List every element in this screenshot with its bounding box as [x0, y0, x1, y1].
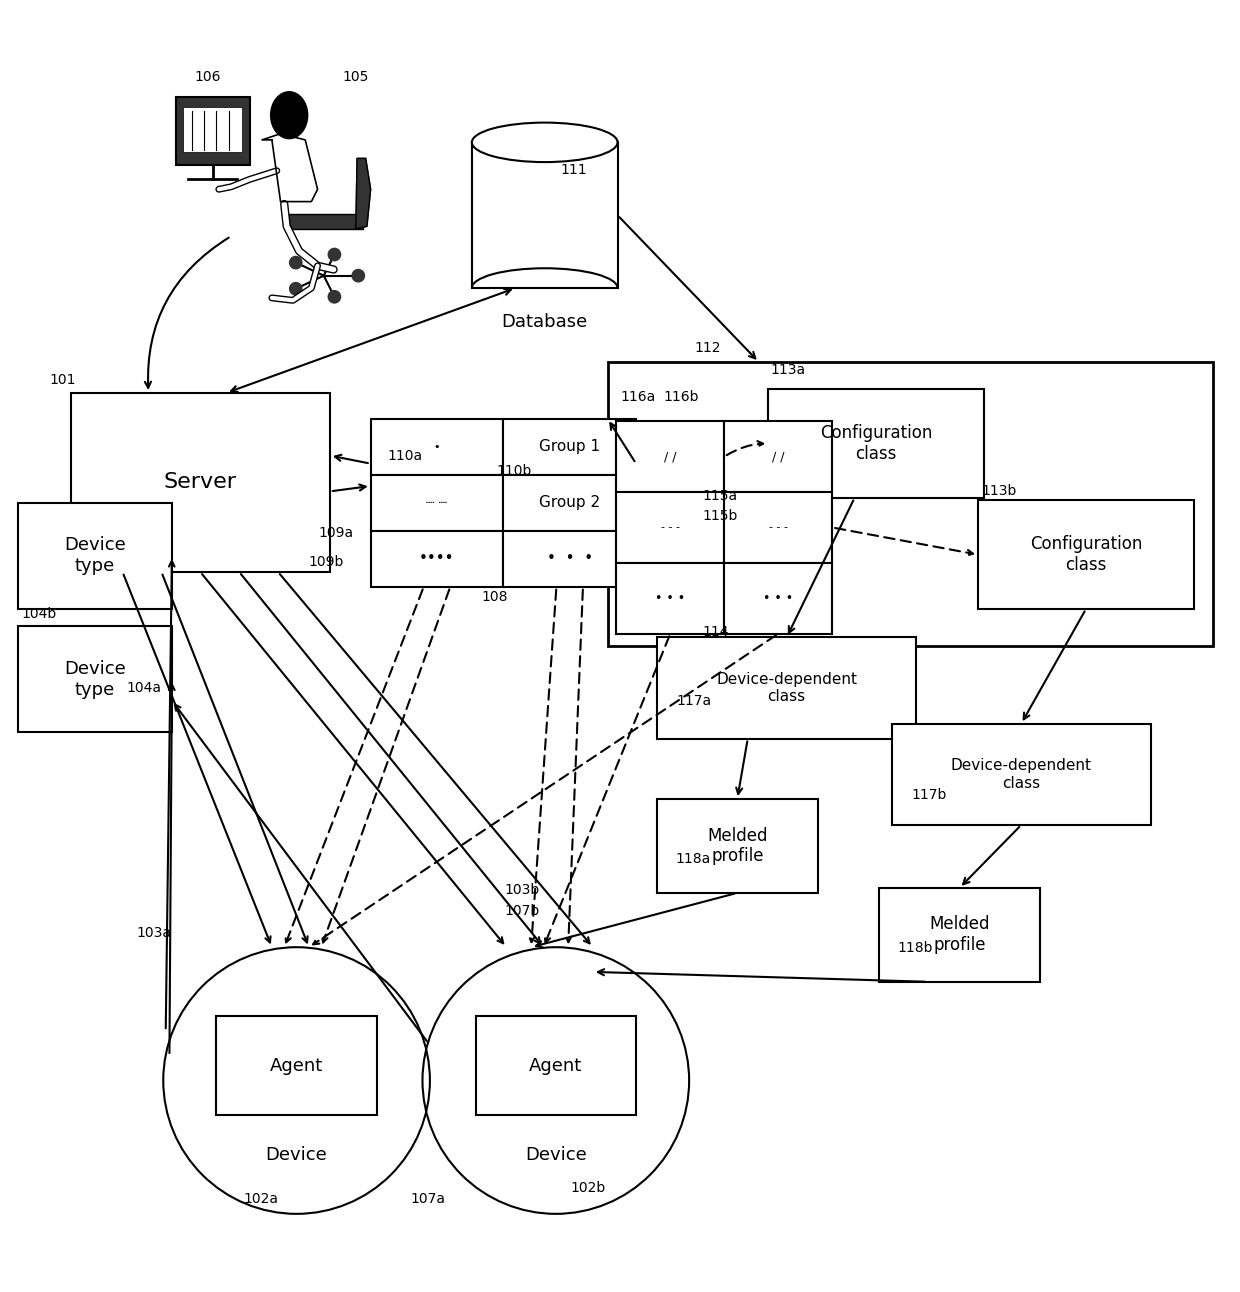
Bar [616, 421, 724, 492]
Text: 101: 101 [50, 373, 76, 386]
Text: 102a: 102a [243, 1193, 279, 1207]
Text: Database: Database [501, 313, 588, 331]
Text: 104b: 104b [21, 607, 57, 621]
Text: ••••: •••• [419, 552, 455, 566]
Text: 117b: 117b [911, 788, 946, 801]
Text: 116b: 116b [663, 390, 698, 404]
Text: •: • [434, 442, 440, 452]
Text: 107a: 107a [410, 1193, 445, 1207]
Text: - - -: - - - [769, 522, 787, 532]
Text: 103a: 103a [136, 926, 171, 939]
Text: 102b: 102b [570, 1181, 606, 1195]
Text: 118a: 118a [676, 851, 711, 866]
Circle shape [290, 256, 303, 269]
Bar [608, 362, 1213, 646]
Text: 108: 108 [482, 590, 508, 605]
Bar [657, 637, 916, 739]
Bar [17, 503, 172, 609]
Text: 109b: 109b [309, 556, 345, 570]
Bar [371, 475, 503, 531]
Text: Agent: Agent [270, 1057, 324, 1075]
Text: 113a: 113a [770, 363, 806, 377]
Bar [892, 724, 1151, 826]
Polygon shape [262, 133, 317, 202]
Text: Configuration
class: Configuration class [1029, 535, 1142, 574]
Text: 107b: 107b [503, 903, 539, 917]
Bar [978, 500, 1194, 609]
Bar [768, 389, 985, 497]
Text: 104a: 104a [126, 681, 161, 695]
Text: • • •: • • • [764, 592, 794, 605]
Bar [724, 563, 832, 633]
Circle shape [352, 270, 365, 282]
Text: Device: Device [525, 1146, 587, 1164]
Text: Device: Device [265, 1146, 327, 1164]
Text: Melded
profile: Melded profile [929, 916, 990, 955]
Text: Configuration
class: Configuration class [820, 424, 932, 463]
Text: Group 1: Group 1 [539, 439, 600, 455]
Bar [724, 492, 832, 563]
Text: 112: 112 [694, 341, 720, 355]
Text: 115b: 115b [703, 509, 738, 522]
Bar [657, 798, 817, 893]
Text: 113b: 113b [982, 484, 1017, 497]
Text: 105: 105 [342, 70, 368, 84]
Text: / /: / / [665, 450, 677, 464]
Text: Server: Server [164, 473, 237, 492]
Bar [71, 393, 330, 572]
Circle shape [329, 248, 341, 261]
Bar [176, 97, 249, 164]
Text: Group 2: Group 2 [539, 495, 600, 510]
Bar [503, 419, 636, 475]
Text: / /: / / [773, 450, 785, 464]
Text: Device
type: Device type [64, 536, 125, 575]
Polygon shape [356, 159, 371, 229]
Bar [616, 492, 724, 563]
Ellipse shape [270, 92, 308, 138]
Bar [371, 531, 503, 587]
Text: 109a: 109a [319, 526, 353, 540]
Text: •  •  •: • • • [547, 552, 593, 566]
Text: - - -: - - - [661, 522, 680, 532]
Text: 103b: 103b [503, 882, 539, 897]
Bar [879, 888, 1039, 982]
Bar [616, 563, 724, 633]
Ellipse shape [472, 123, 618, 162]
Text: Agent: Agent [529, 1057, 583, 1075]
Circle shape [329, 291, 341, 302]
Text: ┈ ┈: ┈ ┈ [427, 496, 448, 510]
Bar [472, 142, 618, 288]
Text: Device-dependent
class: Device-dependent class [951, 758, 1091, 791]
Text: 116a: 116a [620, 390, 655, 404]
Bar [184, 106, 242, 152]
Text: Melded
profile: Melded profile [707, 827, 768, 866]
Text: 110a: 110a [388, 450, 423, 464]
Bar [371, 419, 503, 475]
Bar [503, 475, 636, 531]
Text: 117a: 117a [677, 694, 712, 708]
Bar [476, 1017, 636, 1115]
Text: • • •: • • • [655, 592, 686, 605]
Text: Device
type: Device type [64, 660, 125, 699]
Bar [17, 627, 172, 733]
Text: 115a: 115a [703, 488, 738, 503]
Bar [724, 421, 832, 492]
Bar [216, 1017, 377, 1115]
Text: 118b: 118b [898, 941, 934, 955]
Circle shape [290, 283, 303, 295]
Text: 114: 114 [703, 624, 729, 638]
Bar [289, 214, 363, 229]
Text: Device-dependent
class: Device-dependent class [717, 672, 857, 704]
Bar [503, 531, 636, 587]
Text: 111: 111 [560, 163, 588, 177]
Text: 106: 106 [195, 70, 221, 84]
Text: 110b: 110b [496, 464, 532, 478]
